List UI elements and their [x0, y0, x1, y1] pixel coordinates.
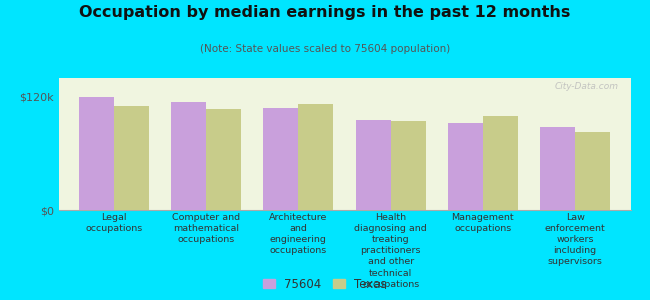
Bar: [114, 106, 149, 210]
Text: Law
enforcement
workers
including
supervisors: Law enforcement workers including superv…: [545, 213, 606, 266]
Text: Health
diagnosing and
treating
practitioners
and other
technical
occupations: Health diagnosing and treating practitio…: [354, 213, 427, 289]
Bar: [540, 127, 575, 210]
Bar: [391, 122, 426, 210]
Bar: [79, 97, 114, 210]
Bar: [263, 108, 298, 210]
Bar: [206, 109, 241, 210]
Text: Occupation by median earnings in the past 12 months: Occupation by median earnings in the pas…: [79, 4, 571, 20]
Bar: [298, 104, 333, 210]
Text: City-Data.com: City-Data.com: [555, 82, 619, 91]
Legend: 75604, Texas: 75604, Texas: [259, 274, 391, 294]
Bar: [483, 116, 518, 210]
Bar: [575, 132, 610, 210]
Text: Legal
occupations: Legal occupations: [85, 213, 142, 233]
Bar: [356, 120, 391, 210]
Bar: [448, 123, 483, 210]
Text: (Note: State values scaled to 75604 population): (Note: State values scaled to 75604 popu…: [200, 44, 450, 53]
Bar: [171, 102, 206, 210]
Text: Architecture
and
engineering
occupations: Architecture and engineering occupations: [269, 213, 328, 255]
Text: Computer and
mathematical
occupations: Computer and mathematical occupations: [172, 213, 240, 244]
Text: Management
occupations: Management occupations: [452, 213, 514, 233]
